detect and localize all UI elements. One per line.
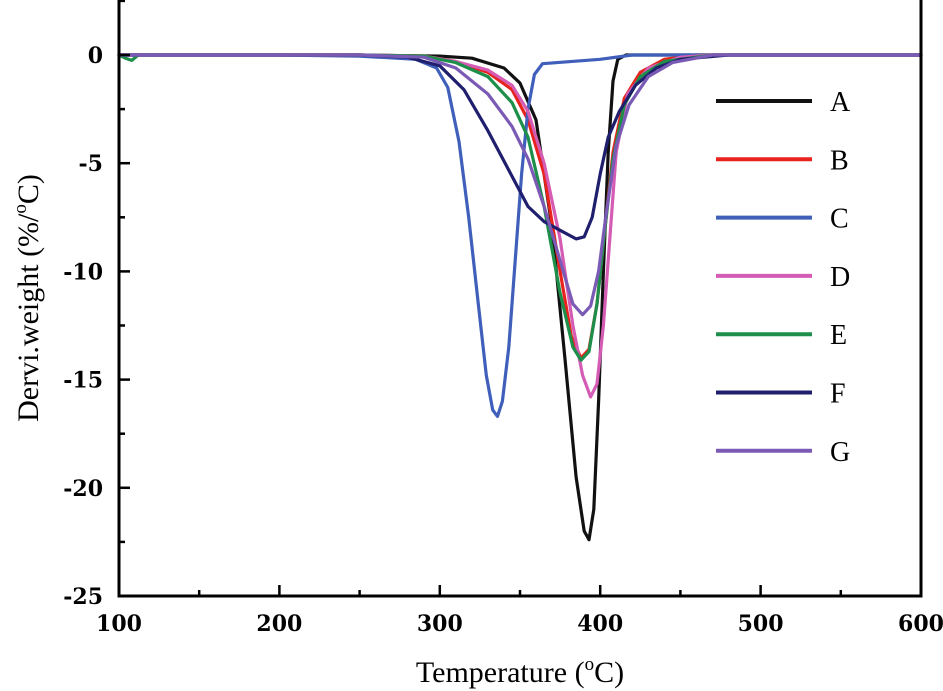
axis-ticks: [117, 0, 923, 598]
x-tick-label: 300: [417, 611, 463, 637]
x-tick-label: 100: [96, 611, 142, 637]
legend-label: C: [830, 204, 849, 235]
legend-item-a: A: [716, 87, 851, 118]
y-tick-label: -15: [63, 368, 103, 394]
legend-label: G: [830, 437, 850, 468]
legend-item-b: B: [716, 145, 849, 176]
y-axis-title-unit: C): [12, 174, 45, 204]
series-line-f: [117, 53, 923, 241]
y-tick-label: -20: [63, 476, 103, 502]
legend-label: B: [830, 145, 849, 176]
plot-frame: [117, 0, 923, 598]
legend-label: E: [830, 320, 847, 351]
legend-item-g: G: [716, 437, 850, 468]
x-axis-title-unit: C): [594, 656, 624, 689]
legend-item-d: D: [716, 262, 850, 293]
y-tick-label: -25: [63, 584, 103, 610]
x-axis-title-text: Temperature (: [416, 656, 585, 689]
legend-label: F: [830, 379, 846, 410]
x-tick-label: 200: [256, 611, 302, 637]
y-axis-title: Dervi.weight (%/oC): [10, 174, 45, 422]
legend-label: A: [830, 87, 851, 118]
legend-item-f: F: [716, 379, 846, 410]
y-axis-title-degree: o: [10, 204, 31, 214]
y-tick-label: -10: [63, 259, 103, 285]
y-tick-label: 0: [88, 43, 103, 69]
axis-tick-labels: 100 200 300 400 500 600 0 -5 -10 -15 -20 -25: [63, 43, 943, 637]
series-line-g: [117, 53, 923, 317]
series-lines: [117, 53, 923, 542]
series-line-a: [117, 53, 923, 542]
legend-item-c: C: [716, 204, 849, 235]
legend-item-e: E: [716, 320, 847, 351]
series-line-c: [117, 53, 923, 418]
legend-label: D: [830, 262, 850, 293]
x-axis-title-degree: o: [585, 654, 595, 675]
x-axis-title: Temperature (oC): [416, 654, 624, 689]
x-tick-label: 400: [577, 611, 623, 637]
x-tick-label: 600: [898, 611, 943, 637]
x-tick-label: 500: [738, 611, 784, 637]
y-tick-label: -5: [79, 151, 103, 177]
y-axis-title-text: Dervi.weight (%/: [12, 213, 45, 422]
